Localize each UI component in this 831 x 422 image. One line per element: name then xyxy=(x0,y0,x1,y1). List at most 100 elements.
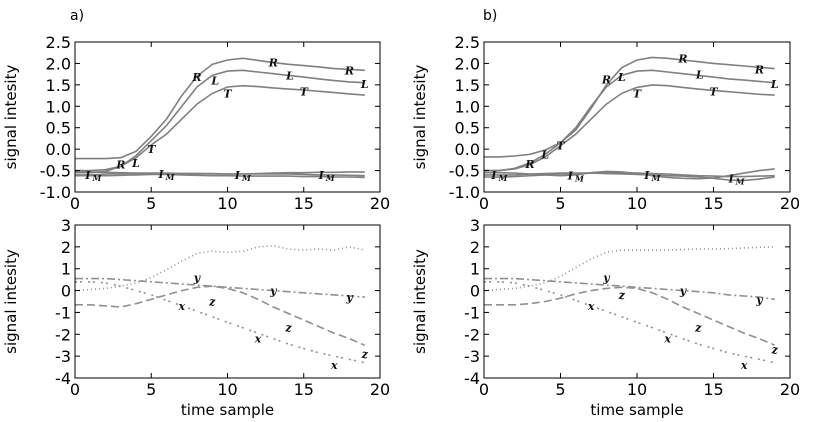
x-tick-label: 10 xyxy=(217,380,237,399)
curve-label: x xyxy=(740,359,748,372)
series-line-i-m2 xyxy=(74,170,365,175)
curve-label: y xyxy=(602,272,611,285)
curve-label: L xyxy=(210,75,219,88)
y-tick-label: -2 xyxy=(55,325,71,344)
curve-label: R xyxy=(524,158,534,171)
x-tick-label: 5 xyxy=(146,194,156,213)
y-tick-label: 0.5 xyxy=(455,119,480,138)
x-tick-label: 5 xyxy=(555,194,565,213)
series-line-y xyxy=(484,277,775,301)
y-tick-label: 1 xyxy=(470,260,480,279)
y-tick-label: -1 xyxy=(55,303,71,322)
y-tick-label: 0.0 xyxy=(455,140,480,159)
curve-label: z xyxy=(694,322,702,335)
y-tick-label: -0.5 xyxy=(449,162,480,181)
y-axis-label: signal intesity xyxy=(2,65,20,170)
y-tick-label: 2.5 xyxy=(46,33,71,52)
curve-label: z xyxy=(361,348,369,361)
series-line-dotted xyxy=(74,244,365,292)
curve-label: y xyxy=(679,285,688,298)
y-tick-label: 0 xyxy=(61,282,71,301)
series-line-t xyxy=(75,84,365,172)
curve-label: R xyxy=(191,71,201,84)
x-tick-label: 10 xyxy=(627,380,647,399)
x-tick-label: 10 xyxy=(627,194,647,213)
x-axis-label: time sample xyxy=(181,401,274,419)
curve-label: y xyxy=(193,272,202,285)
y-tick-label: 3 xyxy=(470,216,480,235)
curve-label: T xyxy=(556,140,565,153)
y-tick-label: -0.5 xyxy=(40,162,71,181)
x-tick-label: 5 xyxy=(555,380,565,399)
series-line-z xyxy=(75,285,366,346)
y-axis-label: signal intesity xyxy=(2,249,20,354)
x-tick-label: 15 xyxy=(294,380,314,399)
curve-label: T xyxy=(709,85,718,98)
curve-label-subscript: M xyxy=(325,173,336,183)
y-tick-label: 0.0 xyxy=(46,140,71,159)
curve-label: L xyxy=(770,78,779,91)
curve-label: R xyxy=(344,65,354,78)
series-line-r xyxy=(75,57,365,160)
x-tick-label: 5 xyxy=(146,380,156,399)
y-tick-label: -2 xyxy=(464,325,480,344)
curve-label-subscript: M xyxy=(735,176,746,186)
y-tick-label: 1.5 xyxy=(46,76,71,95)
x-tick-label: 20 xyxy=(780,380,800,399)
curve-label: T xyxy=(633,87,642,100)
y-tick-label: 1.0 xyxy=(46,97,71,116)
y-axis-label: signal intesity xyxy=(411,249,429,354)
curve-label-subscript: M xyxy=(91,173,102,183)
y-tick-label: -4 xyxy=(464,369,480,388)
y-tick-label: 2.0 xyxy=(46,54,71,73)
panel-label-a: a) xyxy=(70,8,84,24)
curve-label: T xyxy=(147,143,156,156)
curve-label: L xyxy=(360,78,369,91)
curve-label: y xyxy=(345,291,354,304)
curve-label-subscript: M xyxy=(165,172,176,182)
x-tick-label: 0 xyxy=(479,194,489,213)
y-tick-label: 0.5 xyxy=(46,119,71,138)
curve-label: x xyxy=(254,333,262,346)
curve-label: T xyxy=(223,87,232,100)
curve-label: R xyxy=(754,63,764,76)
x-tick-label: 20 xyxy=(370,380,390,399)
x-tick-label: 0 xyxy=(70,380,80,399)
x-tick-label: 15 xyxy=(294,194,314,213)
plot-frame xyxy=(74,224,381,379)
curve-label: R xyxy=(601,74,611,87)
x-tick-label: 15 xyxy=(703,194,723,213)
series-line-x xyxy=(75,281,365,364)
curve-label: T xyxy=(300,86,309,99)
curve-label: z xyxy=(618,289,626,302)
curve-label: L xyxy=(617,71,626,84)
y-tick-label: 1 xyxy=(61,260,71,279)
x-tick-label: 10 xyxy=(217,194,237,213)
curve-label: R xyxy=(268,57,278,70)
y-tick-label: 0 xyxy=(470,282,480,301)
curve-label: R xyxy=(677,52,687,65)
curve-label: z xyxy=(208,296,216,309)
y-tick-label: -1 xyxy=(464,303,480,322)
curve-label: z xyxy=(284,322,292,335)
y-tick-label: -1.0 xyxy=(40,183,71,202)
curve-label-subscript: M xyxy=(650,173,661,183)
x-axis-label: time sample xyxy=(590,401,683,419)
curve-label: x xyxy=(178,300,186,313)
series-line-t xyxy=(484,84,775,172)
series-line-z xyxy=(484,286,776,346)
curve-label: L xyxy=(695,69,704,82)
curve-label-subscript: M xyxy=(241,173,252,183)
series-line-l xyxy=(484,69,775,172)
x-tick-label: 20 xyxy=(780,194,800,213)
curve-label-subscript: M xyxy=(497,173,508,183)
curve-label: R xyxy=(115,159,125,172)
